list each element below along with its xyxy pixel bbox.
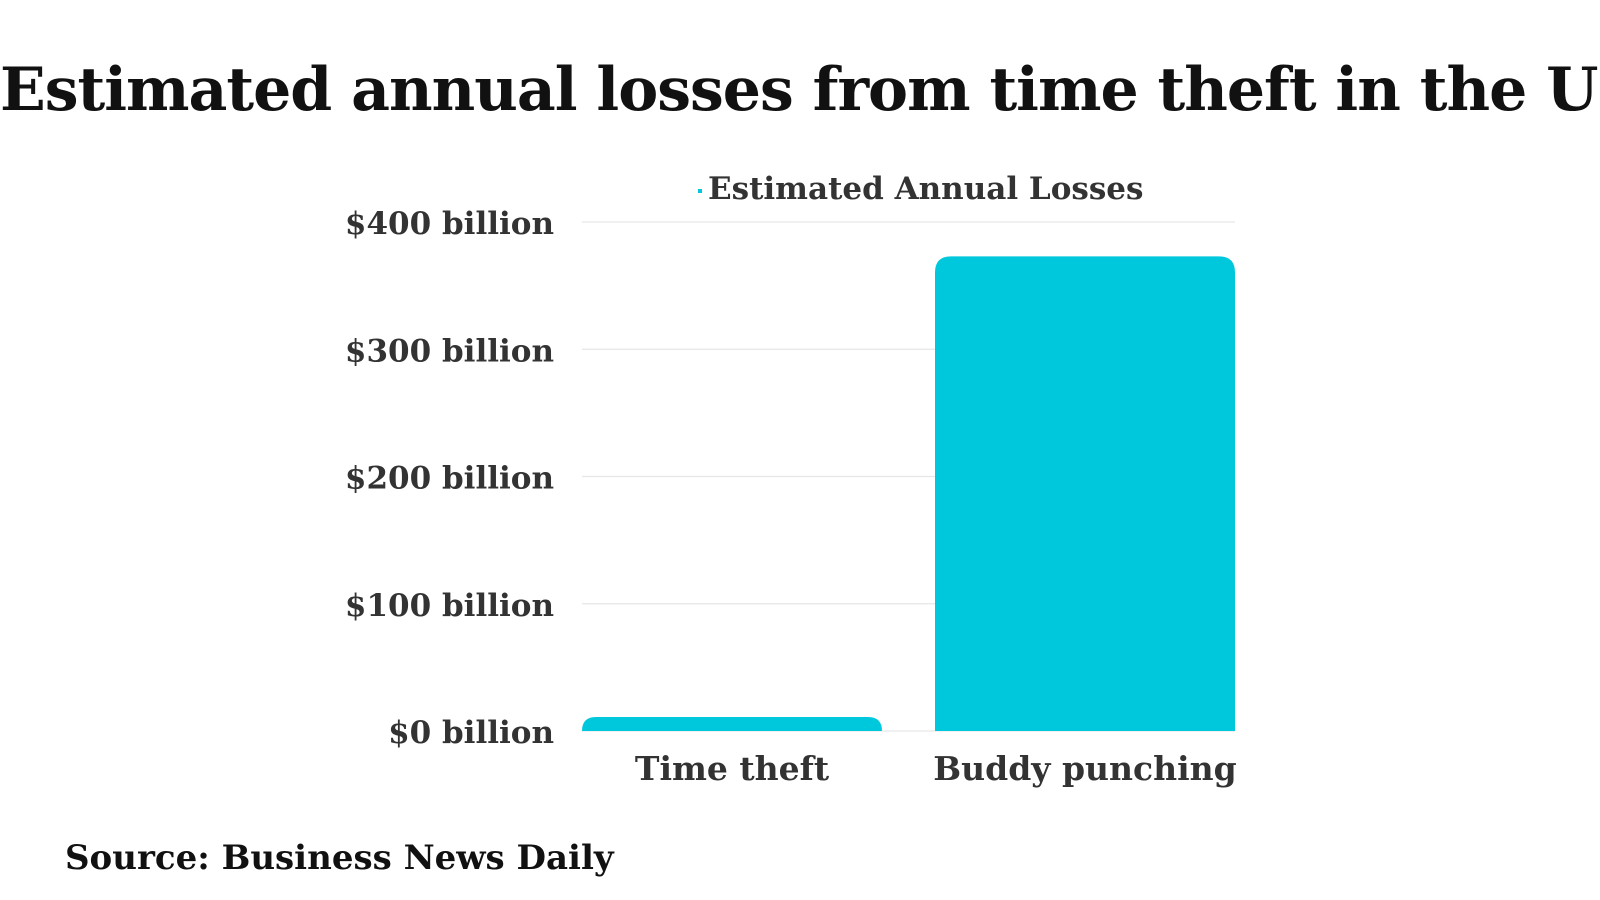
legend-label: Estimated Annual Losses	[708, 171, 1143, 207]
x-tick-label: Buddy punching	[933, 749, 1236, 788]
legend-marker	[698, 189, 702, 193]
x-tick-label: Time theft	[635, 749, 830, 788]
bar-buddy-punching	[935, 256, 1235, 731]
y-tick-label: $200 billion	[345, 461, 554, 497]
source-note: Source: Business News Daily	[65, 838, 614, 878]
bar-time-theft	[582, 717, 882, 731]
y-tick-label: $0 billion	[388, 715, 554, 751]
chart-title: Estimated annual losses from time theft …	[0, 55, 1600, 125]
y-tick-label: $300 billion	[345, 333, 554, 369]
y-tick-label: $100 billion	[345, 588, 554, 624]
y-tick-label: $400 billion	[345, 206, 554, 242]
